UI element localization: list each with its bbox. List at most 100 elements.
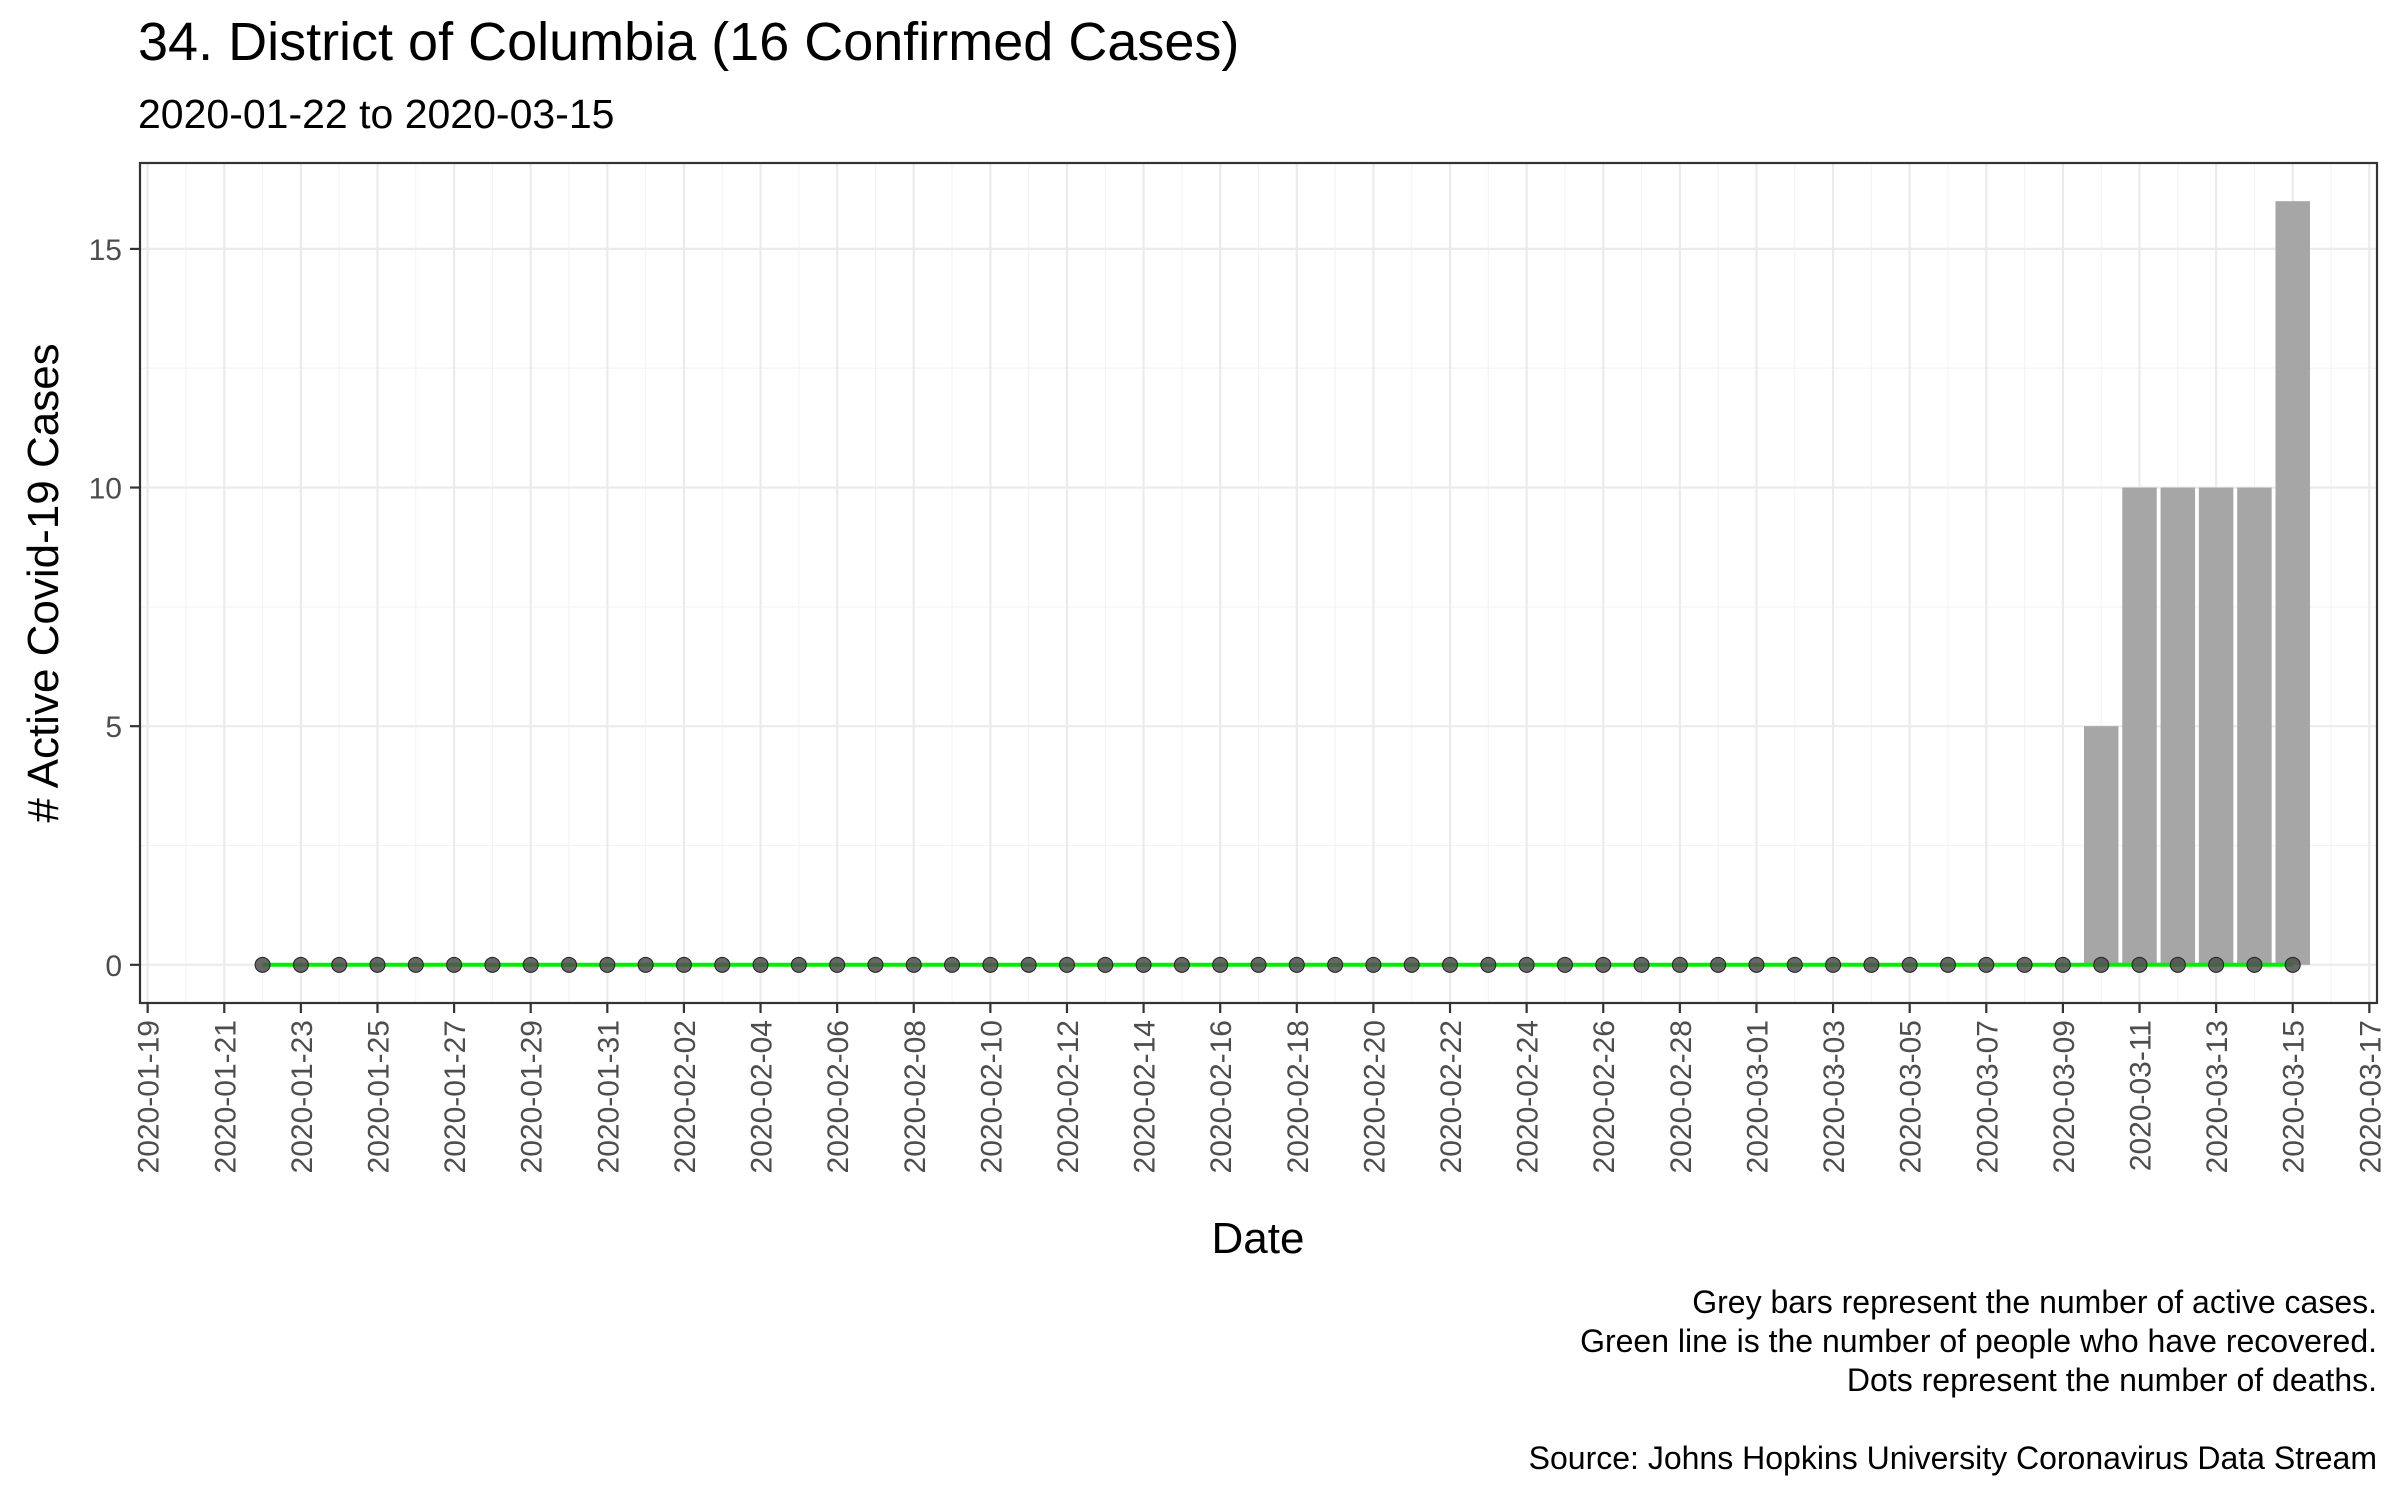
death-dot bbox=[675, 956, 692, 973]
death-dot bbox=[1825, 956, 1842, 973]
death-dot bbox=[484, 956, 501, 973]
death-dot bbox=[1020, 956, 1037, 973]
x-tick-label: 2020-02-04 bbox=[746, 1020, 779, 1173]
death-dot bbox=[2246, 956, 2263, 973]
death-dot bbox=[1097, 956, 1114, 973]
x-tick-label: 2020-02-22 bbox=[1435, 1020, 1468, 1173]
x-tick-label: 2020-03-15 bbox=[2278, 1020, 2311, 1173]
death-dot bbox=[599, 956, 616, 973]
death-dot bbox=[1250, 956, 1267, 973]
death-dot bbox=[1939, 956, 1956, 973]
active-cases-bar bbox=[2275, 201, 2310, 965]
death-dot bbox=[867, 956, 884, 973]
death-dot bbox=[1901, 956, 1918, 973]
active-cases-bar bbox=[2122, 487, 2157, 965]
x-tick-label: 2020-02-08 bbox=[899, 1020, 932, 1173]
death-dot bbox=[292, 956, 309, 973]
x-axis-title: Date bbox=[1212, 1214, 1305, 1263]
chart-title: 34. District of Columbia (16 Confirmed C… bbox=[138, 12, 1239, 72]
death-dot bbox=[522, 956, 539, 973]
x-tick-label: 2020-02-26 bbox=[1588, 1020, 1621, 1173]
x-tick-label: 2020-03-09 bbox=[2048, 1020, 2081, 1173]
x-tick-label: 2020-03-05 bbox=[1895, 1020, 1928, 1173]
death-dot bbox=[369, 956, 386, 973]
death-dot bbox=[1365, 956, 1382, 973]
x-tick-label: 2020-03-07 bbox=[1971, 1020, 2004, 1173]
y-tick-label: 15 bbox=[89, 234, 122, 267]
death-dot bbox=[331, 956, 348, 973]
x-tick-label: 2020-01-23 bbox=[286, 1020, 319, 1173]
active-cases-bars bbox=[2083, 201, 2310, 965]
death-dot bbox=[714, 956, 731, 973]
caption-line-recovered: Green line is the number of people who h… bbox=[1580, 1323, 2377, 1359]
death-dot bbox=[1786, 956, 1803, 973]
active-cases-bar bbox=[2198, 487, 2234, 965]
death-dot bbox=[1288, 956, 1305, 973]
chart-subtitle: 2020-01-22 to 2020-03-15 bbox=[138, 91, 614, 137]
death-dot bbox=[1556, 956, 1573, 973]
x-tick-label: 2020-03-11 bbox=[2125, 1020, 2158, 1171]
death-dot bbox=[1595, 956, 1612, 973]
death-dot bbox=[790, 956, 807, 973]
x-tick-label: 2020-02-24 bbox=[1512, 1020, 1545, 1173]
death-dot bbox=[2054, 956, 2071, 973]
x-tick-label: 2020-02-10 bbox=[975, 1020, 1008, 1173]
death-dot bbox=[2016, 956, 2033, 973]
active-cases-bar bbox=[2237, 487, 2272, 965]
x-tick-label: 2020-02-06 bbox=[822, 1020, 855, 1173]
caption-line-dots: Dots represent the number of deaths. bbox=[1847, 1362, 2377, 1398]
x-tick-label: 2020-02-20 bbox=[1358, 1020, 1391, 1173]
death-dot bbox=[2093, 956, 2110, 973]
death-dot bbox=[407, 956, 424, 973]
y-tick-label: 5 bbox=[105, 711, 122, 744]
death-dot bbox=[905, 956, 922, 973]
active-cases-bar bbox=[2083, 726, 2119, 965]
death-dot bbox=[1212, 956, 1229, 973]
x-axis: 2020-01-19 2020-01-21 2020-01-23 2020-01-25… bbox=[133, 1003, 2387, 1173]
x-tick-label: 2020-02-16 bbox=[1205, 1020, 1238, 1173]
death-dot bbox=[829, 956, 846, 973]
death-dot bbox=[2131, 956, 2148, 973]
death-dot bbox=[1978, 956, 1995, 973]
death-dot bbox=[2284, 956, 2301, 973]
x-tick-label: 2020-01-27 bbox=[439, 1020, 472, 1173]
active-cases-bar bbox=[2160, 487, 2196, 965]
death-dot bbox=[254, 956, 271, 973]
death-dot bbox=[1671, 956, 1688, 973]
x-tick-label: 2020-03-01 bbox=[1742, 1020, 1775, 1173]
y-tick-label: 0 bbox=[105, 950, 122, 983]
death-dot bbox=[1518, 956, 1535, 973]
caption-line-bars: Grey bars represent the number of active… bbox=[1692, 1284, 2377, 1320]
x-tick-label: 2020-03-17 bbox=[2354, 1020, 2387, 1173]
x-tick-label: 2020-02-12 bbox=[1052, 1020, 1085, 1173]
death-dot bbox=[752, 956, 769, 973]
x-tick-label: 2020-02-18 bbox=[1282, 1020, 1315, 1173]
y-axis: 0 5 10 15 bbox=[89, 234, 140, 983]
x-tick-label: 2020-02-14 bbox=[1129, 1020, 1162, 1173]
death-dot bbox=[1327, 956, 1344, 973]
plot-border bbox=[138, 161, 2379, 1005]
y-tick-label: 10 bbox=[89, 473, 122, 506]
death-dot bbox=[1480, 956, 1497, 973]
x-tick-label: 2020-02-02 bbox=[669, 1020, 702, 1173]
x-tick-label: 2020-01-19 bbox=[133, 1020, 166, 1173]
x-tick-label: 2020-01-21 bbox=[209, 1020, 242, 1173]
x-tick-label: 2020-01-31 bbox=[592, 1020, 625, 1173]
x-tick-label: 2020-02-28 bbox=[1665, 1020, 1698, 1173]
death-dot bbox=[982, 956, 999, 973]
death-dot bbox=[561, 956, 578, 973]
death-dot bbox=[446, 956, 463, 973]
x-tick-label: 2020-01-25 bbox=[363, 1020, 396, 1173]
source-caption: Source: Johns Hopkins University Coronav… bbox=[1529, 1440, 2377, 1476]
death-dot bbox=[1863, 956, 1880, 973]
x-tick-label: 2020-03-03 bbox=[1818, 1020, 1851, 1173]
death-dot bbox=[1748, 956, 1765, 973]
death-dot bbox=[944, 956, 961, 973]
x-tick-label: 2020-01-29 bbox=[516, 1020, 549, 1173]
x-tick-label: 2020-03-13 bbox=[2201, 1020, 2234, 1173]
death-dots bbox=[254, 956, 2301, 973]
death-dot bbox=[2208, 956, 2225, 973]
death-dot bbox=[2169, 956, 2186, 973]
death-dot bbox=[1403, 956, 1420, 973]
